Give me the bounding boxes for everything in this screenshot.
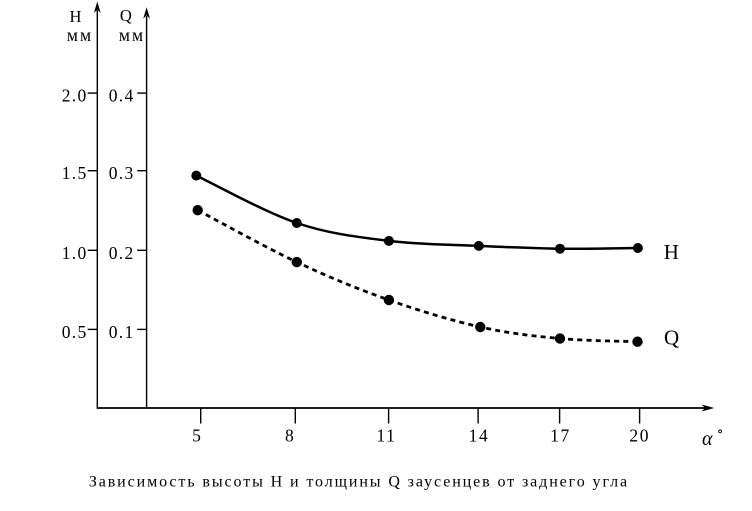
svg-text:0.3: 0.3 [109, 163, 135, 183]
svg-text:мм: мм [67, 25, 93, 45]
svg-text:1.0: 1.0 [62, 243, 88, 263]
svg-text:H: H [69, 7, 81, 26]
svg-text:2.0: 2.0 [62, 86, 88, 106]
svg-text:1.5: 1.5 [62, 163, 88, 183]
svg-text:H: H [664, 240, 679, 264]
svg-text:17: 17 [550, 426, 571, 446]
svg-text:8: 8 [285, 426, 294, 446]
svg-text:5: 5 [192, 426, 201, 446]
svg-text:11: 11 [376, 426, 396, 446]
svg-text:14: 14 [469, 426, 490, 446]
svg-text:Q: Q [120, 6, 132, 25]
svg-text:0.5: 0.5 [62, 322, 88, 342]
svg-text:Q: Q [664, 326, 679, 350]
svg-text:мм: мм [119, 25, 145, 45]
svg-text:0.4: 0.4 [109, 86, 135, 106]
svg-text:Зависимость высоты Н и толщины: Зависимость высоты Н и толщины Q заусенц… [89, 474, 629, 491]
svg-text:20: 20 [629, 426, 650, 446]
svg-text:0.1: 0.1 [109, 322, 135, 342]
svg-text:0.2: 0.2 [109, 243, 135, 263]
svg-text:α: α [702, 428, 713, 450]
